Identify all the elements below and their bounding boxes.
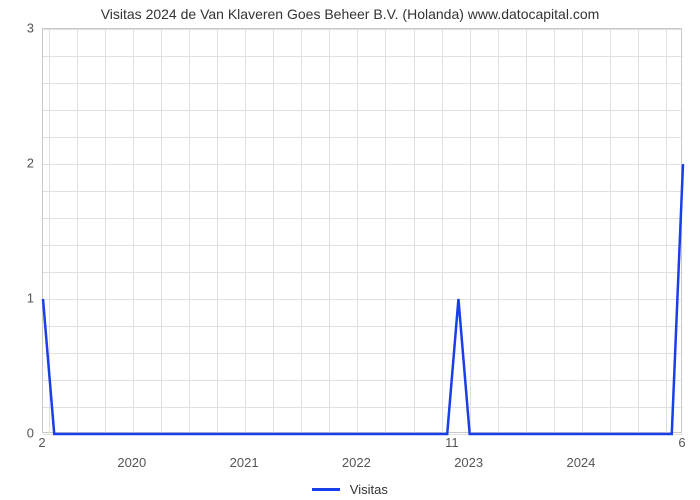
stray-axis-label: 11 bbox=[445, 435, 459, 450]
y-tick-label: 0 bbox=[27, 426, 34, 441]
y-tick-label: 1 bbox=[27, 291, 34, 306]
stray-axis-label: 2 bbox=[38, 435, 45, 450]
plot-area bbox=[42, 28, 682, 433]
line-series bbox=[43, 29, 683, 434]
x-tick-label: 2021 bbox=[230, 455, 259, 470]
x-tick-label: 2022 bbox=[342, 455, 371, 470]
y-tick-label: 2 bbox=[27, 156, 34, 171]
chart-title: Visitas 2024 de Van Klaveren Goes Beheer… bbox=[0, 6, 700, 22]
x-tick-label: 2023 bbox=[454, 455, 483, 470]
x-tick-label: 2020 bbox=[117, 455, 146, 470]
x-tick-label: 2024 bbox=[566, 455, 595, 470]
y-tick-label: 3 bbox=[27, 21, 34, 36]
legend: Visitas bbox=[0, 481, 700, 497]
legend-swatch bbox=[312, 488, 340, 491]
stray-axis-label: 6 bbox=[678, 435, 685, 450]
legend-label: Visitas bbox=[350, 482, 388, 497]
